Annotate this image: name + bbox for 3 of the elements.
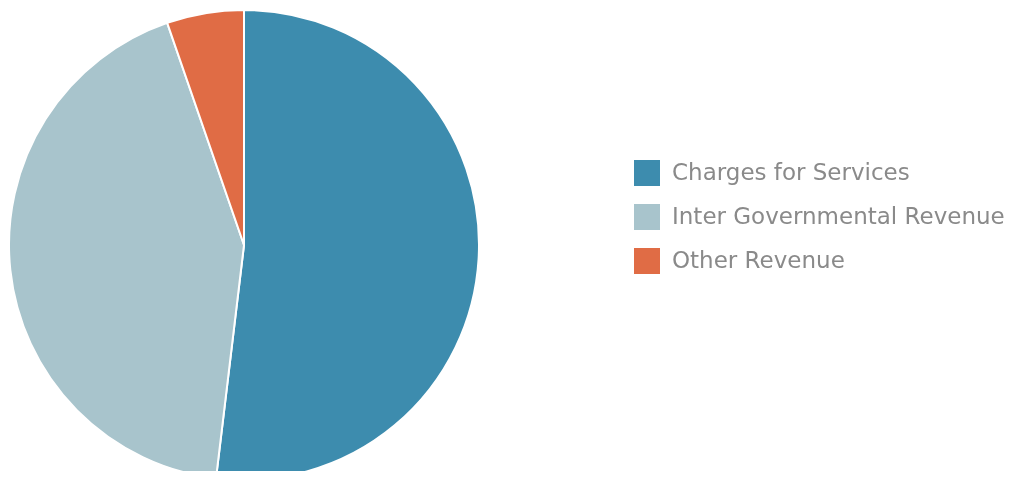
legend-label: Charges for Services <box>672 159 910 185</box>
legend-label: Other Revenue <box>672 247 845 273</box>
legend-label: Inter Governmental Revenue <box>672 203 1005 229</box>
